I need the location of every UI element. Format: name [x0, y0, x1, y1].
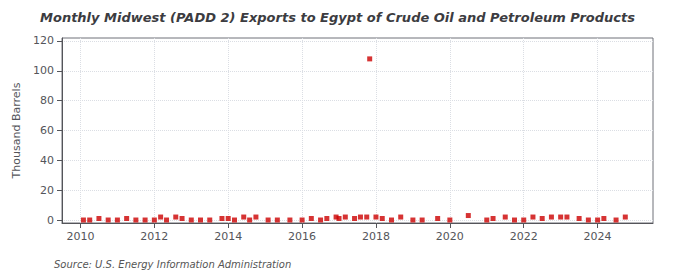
svg-text:40: 40 [40, 154, 54, 167]
svg-text:80: 80 [40, 94, 54, 107]
svg-text:60: 60 [40, 124, 54, 137]
svg-text:2014: 2014 [214, 230, 242, 243]
svg-text:Thousand Barrels: Thousand Barrels [10, 82, 23, 179]
svg-text:2016: 2016 [288, 230, 316, 243]
svg-text:2022: 2022 [510, 230, 538, 243]
svg-text:2024: 2024 [584, 230, 612, 243]
svg-text:20: 20 [40, 184, 54, 197]
svg-text:2020: 2020 [436, 230, 464, 243]
svg-text:2010: 2010 [66, 230, 94, 243]
svg-text:120: 120 [33, 34, 54, 47]
svg-text:Source: U.S. Energy Informatio: Source: U.S. Energy Information Administ… [54, 259, 291, 270]
svg-text:100: 100 [33, 64, 54, 77]
svg-text:2012: 2012 [140, 230, 168, 243]
svg-text:0: 0 [47, 214, 54, 227]
svg-text:2018: 2018 [362, 230, 390, 243]
svg-text:Monthly Midwest (PADD 2) Expor: Monthly Midwest (PADD 2) Exports to Egyp… [40, 10, 635, 25]
